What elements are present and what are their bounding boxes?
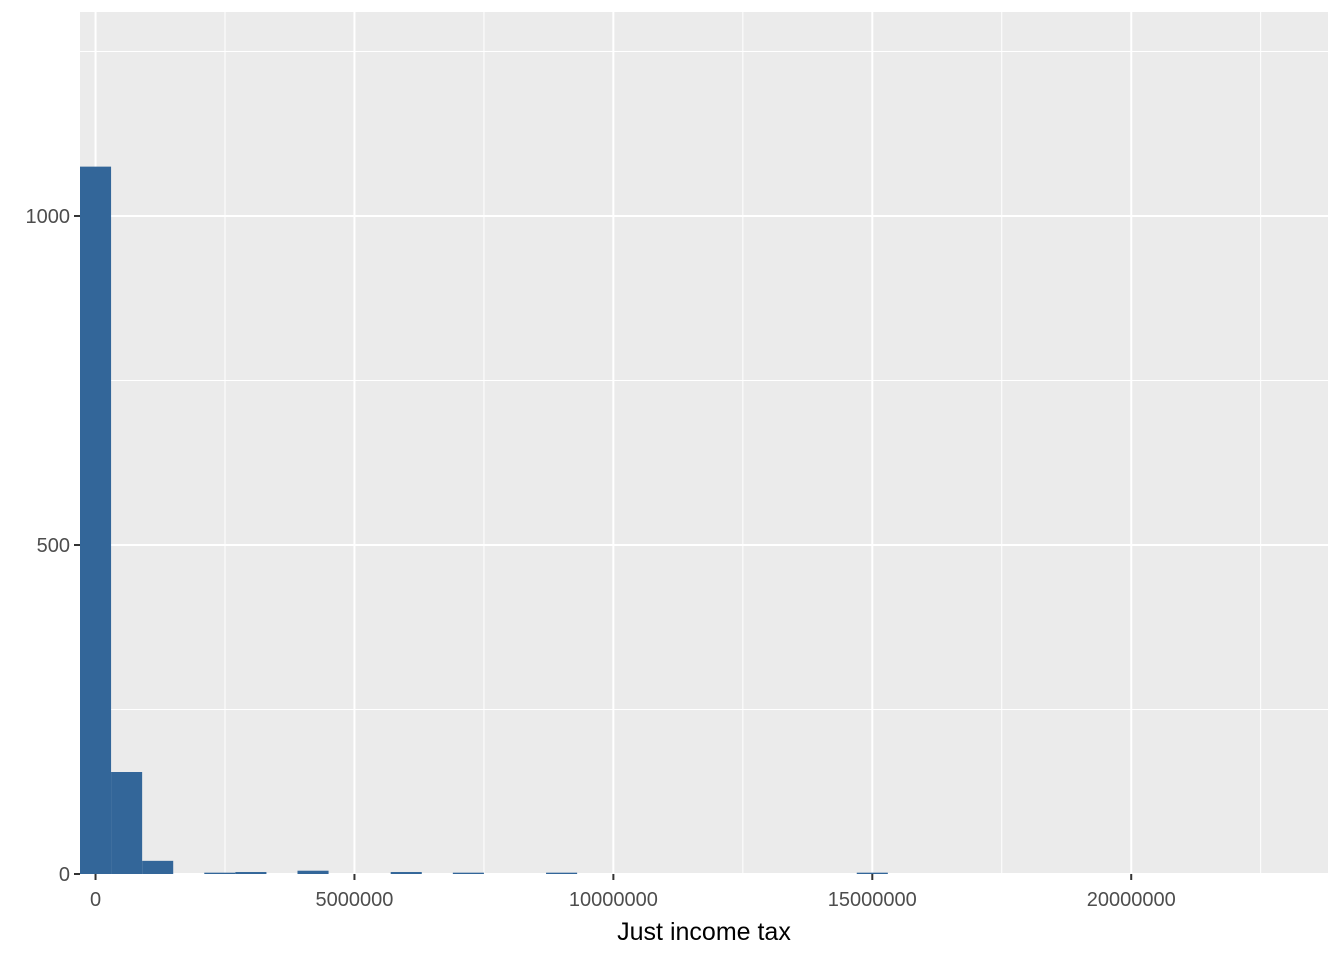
minor-gridlines (80, 12, 1328, 874)
x-tick-label: 10000000 (569, 889, 658, 911)
x-tick-label: 5000000 (316, 889, 394, 911)
histogram-bar (111, 772, 143, 874)
histogram-bar (235, 872, 267, 874)
histogram-bar (452, 872, 484, 874)
histogram-bar (142, 860, 174, 874)
major-gridlines (80, 12, 1328, 875)
y-tick-label: 1000 (26, 206, 71, 228)
histogram-bar (297, 870, 329, 874)
y-tick-label: 0 (59, 864, 70, 886)
histogram-bar (80, 166, 112, 874)
x-tick-label: 20000000 (1087, 889, 1176, 911)
plot-panel (80, 12, 1328, 874)
histogram-bar (546, 872, 578, 874)
histogram-bars (80, 166, 888, 874)
y-axis: 0 500 1000 (26, 206, 80, 886)
histogram-bar (856, 872, 888, 874)
histogram-bar (204, 872, 236, 874)
x-axis-title: Just income tax (617, 918, 791, 946)
histogram-bar (390, 872, 422, 874)
x-axis: 0 5000000 10000000 15000000 20000000 (90, 874, 1176, 911)
x-tick-label: 15000000 (828, 889, 917, 911)
y-tick-label: 500 (37, 535, 70, 557)
x-tick-label: 0 (90, 889, 101, 911)
